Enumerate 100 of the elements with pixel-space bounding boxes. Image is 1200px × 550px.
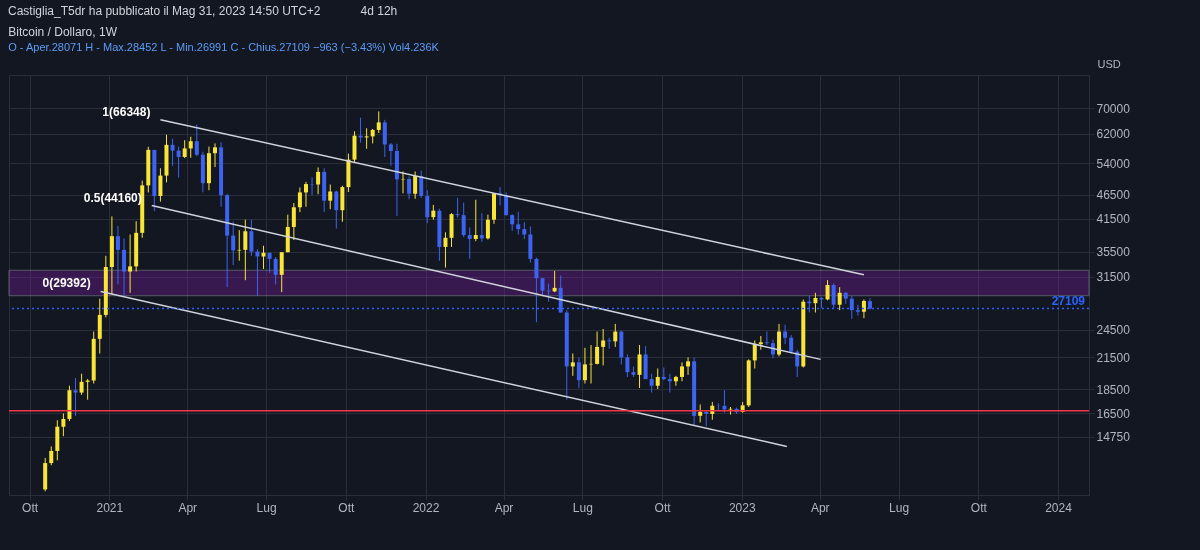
candlestick	[679, 361, 684, 382]
y-tick-label: 24500	[1096, 323, 1131, 338]
x-tick-label: Ott	[654, 500, 672, 515]
y-tick-label: 70000	[1096, 101, 1131, 116]
candlestick	[243, 219, 248, 281]
candlestick	[188, 136, 193, 159]
candlestick	[79, 373, 84, 396]
candlestick	[249, 219, 254, 257]
text: Castiglia_T5dr ha pubblicato il Mag 31, 2023 14:50 UTC+2	[8, 4, 321, 20]
candlestick	[540, 277, 545, 297]
y-tick-label: 62000	[1096, 127, 1131, 142]
candlestick	[485, 214, 490, 240]
candlestick	[231, 221, 236, 266]
y-tick-label: 31500	[1096, 270, 1131, 285]
candlestick	[789, 334, 794, 355]
candlestick	[316, 166, 321, 195]
chart-title: Bitcoin / Dollaro, 1W	[8, 25, 118, 39]
x-tick-label: Apr	[494, 500, 514, 515]
candlestick	[407, 175, 412, 200]
candlestick	[352, 130, 357, 164]
candlestick	[176, 146, 181, 179]
y-tick-label: 54000	[1096, 156, 1131, 171]
candlestick	[655, 368, 660, 390]
candlestick	[607, 337, 612, 350]
y-tick-label: 14750	[1096, 430, 1131, 445]
candlestick	[303, 181, 308, 208]
candlestick	[443, 231, 448, 269]
candlestick	[837, 286, 842, 311]
x-tick-label: Lug	[256, 500, 277, 515]
candlestick	[128, 234, 133, 294]
candlestick	[340, 185, 345, 223]
candlestick	[467, 227, 472, 260]
y-tick-label: 46500	[1096, 188, 1131, 203]
candlestick	[625, 353, 630, 378]
candlestick	[686, 356, 691, 376]
candlestick	[115, 225, 120, 285]
candlestick	[334, 190, 339, 230]
x-tick-label: Apr	[178, 500, 198, 515]
candlestick	[419, 170, 424, 199]
candlestick	[849, 295, 854, 320]
candlestick	[479, 212, 484, 243]
candlestick	[855, 304, 860, 317]
y-tick-label: 21500	[1096, 350, 1131, 365]
y-tick-label: 16500	[1096, 406, 1131, 421]
y-tick-label: 18500	[1096, 382, 1131, 397]
candlestick	[534, 257, 539, 323]
candlestick	[825, 279, 830, 301]
candlestick	[455, 197, 460, 219]
candlestick	[382, 119, 387, 158]
text: 4d 12h	[360, 4, 398, 20]
candlestick	[449, 212, 454, 248]
candlestick	[97, 298, 102, 355]
candlestick	[170, 138, 175, 167]
candlestick	[413, 171, 418, 200]
candlestick	[752, 339, 757, 369]
x-tick-label: Ott	[970, 500, 988, 515]
candlestick	[673, 375, 678, 387]
candlestick	[297, 187, 302, 213]
candlestick	[595, 331, 600, 365]
candlestick	[279, 251, 284, 293]
annotation: 1(66348)	[102, 104, 151, 119]
candlestick	[376, 110, 381, 134]
candlestick	[364, 127, 369, 150]
candlestick	[328, 183, 333, 210]
y-tick-label: 41500	[1096, 212, 1131, 227]
candlestick	[570, 353, 575, 377]
candlestick	[813, 292, 818, 314]
candlestick	[764, 331, 769, 346]
x-tick-label: Lug	[572, 500, 593, 515]
x-tick-label: 2022	[412, 500, 440, 515]
candlestick	[783, 324, 788, 345]
candlestick	[861, 298, 866, 319]
candlestick	[576, 356, 581, 389]
x-tick-label: 2023	[728, 500, 756, 515]
candlestick	[213, 142, 217, 168]
candlestick	[649, 373, 654, 394]
ref-line-label: 27109	[1051, 293, 1086, 308]
x-tick-label: Lug	[889, 500, 910, 515]
candlestick	[504, 191, 509, 217]
x-tick-label: Apr	[810, 500, 830, 515]
x-tick-label: Ott	[338, 500, 355, 515]
candlestick	[461, 202, 466, 238]
y-axis-title: USD	[1097, 57, 1121, 70]
annotation: 0(29392)	[42, 276, 91, 291]
candlestick	[601, 328, 606, 366]
chart-subtitle: O - Aper.28071 H - Max.28452 L - Min.26991 C - Chius.27109 −963 (−3.43%) Vol4.236K	[8, 41, 440, 53]
y-tick-label: 35500	[1096, 245, 1131, 260]
candlestick	[273, 256, 278, 285]
x-tick-label: 2021	[96, 500, 124, 515]
x-tick-label: Ott	[22, 500, 39, 515]
x-tick-label: 2024	[1045, 500, 1073, 515]
candlestick	[73, 377, 78, 417]
candlestick	[582, 347, 587, 384]
candlestick	[473, 199, 478, 242]
candlestick	[49, 445, 54, 466]
candlestick	[194, 124, 199, 157]
candlestick	[388, 142, 393, 167]
candlestick	[122, 237, 127, 297]
candlestick	[158, 167, 163, 203]
candlestick	[425, 189, 430, 224]
